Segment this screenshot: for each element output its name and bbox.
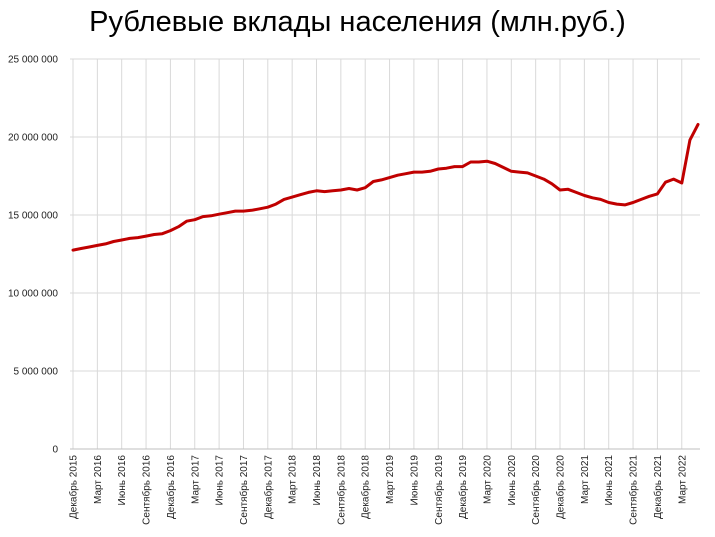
x-tick-label: Декабрь 2020 xyxy=(555,455,567,519)
x-tick-label: Июнь 2021 xyxy=(604,455,615,506)
x-tick-label: Июнь 2018 xyxy=(312,455,323,506)
chart-title: Рублевые вклады населения (млн.руб.) xyxy=(89,6,626,38)
x-tick-label: Июнь 2016 xyxy=(117,455,128,506)
x-tick-label: Сентябрь 2017 xyxy=(238,455,250,525)
x-tick-label: Сентябрь 2020 xyxy=(530,455,542,525)
x-tick-label: Июнь 2020 xyxy=(507,455,518,506)
x-tick-label: Июнь 2019 xyxy=(409,455,420,506)
x-tick-label: Март 2019 xyxy=(385,455,396,504)
y-tick-label: 15 000 000 xyxy=(8,211,58,222)
y-axis-tick-labels: 0 5 000 000 10 000 000 15 000 000 20 000 000… xyxy=(8,55,59,456)
horizontal-gridlines xyxy=(70,58,700,372)
x-tick-label: Сентябрь 2018 xyxy=(335,455,347,525)
x-tick-label: Март 2017 xyxy=(190,455,201,504)
x-tick-label: Март 2021 xyxy=(580,455,591,504)
x-tick-label: Декабрь 2021 xyxy=(652,455,664,519)
x-tick-label: Март 2016 xyxy=(93,455,104,504)
series-line xyxy=(71,123,700,252)
y-tick-label: 20 000 000 xyxy=(8,133,58,144)
y-tick-label: 0 xyxy=(52,445,58,456)
x-tick-label: Декабрь 2018 xyxy=(360,455,372,519)
y-tick-label: 5 000 000 xyxy=(14,367,59,378)
x-tick-label: Декабрь 2015 xyxy=(68,455,80,519)
series-group xyxy=(71,123,700,252)
x-tick-label: Июнь 2017 xyxy=(215,455,226,506)
x-tick-label: Декабрь 2016 xyxy=(165,455,177,519)
x-tick-label: Март 2018 xyxy=(288,455,299,504)
x-tick-label: Декабрь 2019 xyxy=(457,455,469,519)
x-tick-label: Сентябрь 2021 xyxy=(628,455,640,525)
x-tick-label: Сентябрь 2019 xyxy=(433,455,445,525)
x-tick-label: Март 2020 xyxy=(482,455,493,504)
x-axis-tick-labels: Декабрь 2015 Март 2016 Июнь 2016 Сентябрь 2… xyxy=(68,455,689,525)
x-tick-label: Сентябрь 2016 xyxy=(141,455,153,525)
x-tick-label: Март 2022 xyxy=(677,455,688,504)
y-tick-label: 25 000 000 xyxy=(8,55,58,66)
x-tick-label: Декабрь 2017 xyxy=(262,455,274,519)
y-tick-label: 10 000 000 xyxy=(8,289,58,300)
vertical-gridlines xyxy=(72,59,683,449)
